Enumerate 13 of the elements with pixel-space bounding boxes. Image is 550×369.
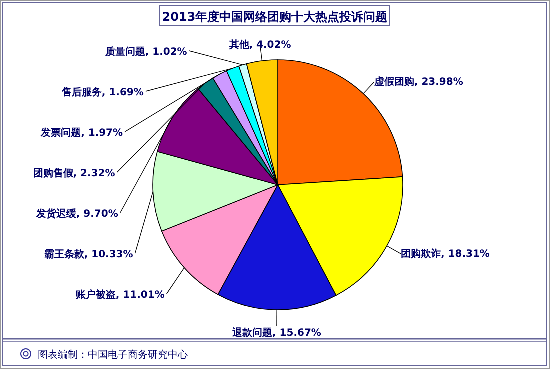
slice-label: 退款问题, 15.67% [232,326,322,339]
slice-label: 虚假团购, 23.98% [373,76,464,88]
slice-label: 团购欺诈, 18.31% [401,248,490,260]
slice-label: 其他, 4.02% [228,39,292,52]
slice-label: 霸王条款, 10.33% [44,248,134,260]
chart-title: 2013年度中国网络团购十大热点投诉问题 [162,10,388,24]
slice-label: 发货迟缓, 9.70% [35,208,118,220]
slice-label: 售后服务, 1.69% [60,86,144,98]
slice-label: 账户被盗, 11.01% [74,289,165,301]
text: 图表编制：中国电子商务研究中心 [38,349,188,361]
slice-label: 发票问题, 1.97% [40,127,124,139]
slice-label: 质量问题, 1.02% [104,46,188,58]
slice-label: 团购售假, 2.32% [33,168,116,180]
